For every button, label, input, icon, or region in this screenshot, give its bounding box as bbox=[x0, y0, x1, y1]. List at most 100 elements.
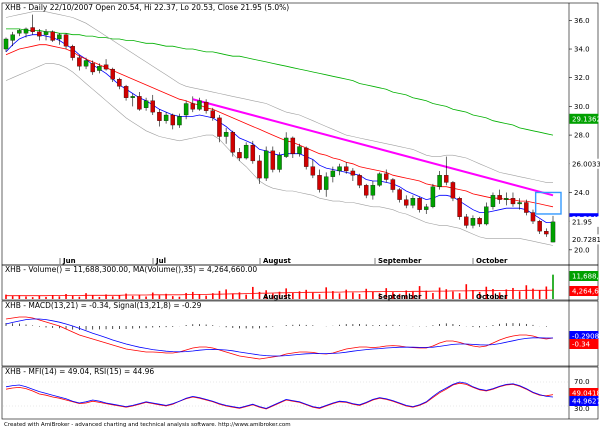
candle-body bbox=[183, 103, 189, 116]
candle-body bbox=[544, 231, 549, 235]
footer-credit: Created with AmiBroker - advanced charti… bbox=[4, 422, 291, 428]
macd-header: XHB - MACD(13,21) = -0.34, Signal(13,21,… bbox=[5, 301, 202, 310]
volume-bar bbox=[545, 286, 548, 299]
volume-bar bbox=[191, 291, 194, 299]
candle-body bbox=[217, 117, 222, 137]
candle-body bbox=[524, 202, 529, 213]
volume-bar bbox=[312, 292, 314, 299]
volume-bar bbox=[65, 294, 67, 299]
volume-bar bbox=[91, 295, 94, 299]
volume-bar bbox=[305, 289, 307, 299]
price-badge-text: 20.7281 bbox=[572, 236, 600, 244]
volume-bar bbox=[58, 296, 61, 299]
candle-body bbox=[384, 173, 389, 180]
candle-body bbox=[57, 34, 62, 40]
volume-bar bbox=[472, 290, 474, 299]
rsi-badge-bg bbox=[569, 396, 599, 406]
volume-panel-frame bbox=[1, 264, 599, 301]
volume-bar bbox=[505, 289, 508, 299]
volume-bar bbox=[98, 296, 101, 299]
volume-bar bbox=[11, 296, 14, 299]
rsi-badge-text: 44.9627 bbox=[572, 398, 600, 406]
price-header: XHB - Daily 22/10/2007 Open 20.54, Hi 22… bbox=[5, 3, 289, 12]
candle-body bbox=[424, 206, 429, 210]
price-y-tick-label: 24.0 bbox=[574, 189, 590, 197]
rsi-line bbox=[5, 381, 554, 409]
volume-header: XHB - Volume() = 11,688,300.00, MA(Volum… bbox=[5, 265, 257, 274]
candle-body bbox=[430, 186, 436, 207]
volume-bar bbox=[498, 292, 501, 299]
volume-bar bbox=[465, 284, 468, 299]
volume-bar bbox=[485, 286, 488, 299]
candle-body bbox=[337, 166, 342, 172]
volume-bar bbox=[198, 294, 201, 299]
candle-body bbox=[157, 111, 162, 121]
volume-bar bbox=[238, 292, 241, 299]
volume-bar bbox=[398, 293, 401, 299]
volume-bar bbox=[25, 296, 27, 299]
candle-body bbox=[377, 173, 382, 186]
volume-bar bbox=[385, 288, 388, 299]
candle-body bbox=[450, 182, 456, 199]
volume-bar bbox=[378, 293, 381, 299]
osc-tick-70: 70.0 bbox=[574, 378, 590, 386]
mfi-rsi-header: XHB - MFI(14) = 49.04, RSI(15) = 44.96 bbox=[5, 367, 154, 376]
candle-body bbox=[444, 175, 449, 183]
volume-bar bbox=[51, 295, 54, 299]
candle-body bbox=[30, 27, 35, 32]
macd-badge-text: -0.34 bbox=[572, 341, 591, 349]
candle-body bbox=[3, 38, 9, 50]
volume-badge-text: 11,688,30 bbox=[572, 273, 600, 281]
volume-bar bbox=[412, 291, 414, 299]
value-badges: 29.136226.003322.204121.9520.728111,688,… bbox=[569, 113, 600, 406]
candle-body bbox=[357, 175, 362, 186]
candle-body bbox=[143, 100, 149, 108]
volume-bar bbox=[78, 296, 81, 299]
candle-body bbox=[457, 198, 462, 217]
candle-body bbox=[330, 170, 336, 177]
volume-bar bbox=[392, 292, 394, 299]
volume-bar bbox=[118, 295, 121, 299]
price-badge-bg bbox=[569, 216, 599, 227]
vol-x-tick-august: August bbox=[263, 293, 292, 301]
volume-bar bbox=[171, 296, 174, 299]
volume-bar bbox=[265, 290, 267, 299]
volume-bar bbox=[105, 294, 107, 299]
candle-body bbox=[490, 195, 496, 207]
candle-body bbox=[437, 175, 442, 187]
candle-body bbox=[117, 78, 122, 87]
candle-body bbox=[404, 199, 409, 206]
volume-bar bbox=[478, 291, 481, 299]
candle-body bbox=[230, 132, 236, 153]
candle-body bbox=[17, 30, 22, 34]
candle-body bbox=[397, 189, 402, 200]
volume-bar bbox=[165, 293, 167, 299]
x-tick-october: October bbox=[476, 257, 508, 265]
volume-bar bbox=[552, 274, 554, 299]
candle-body bbox=[303, 147, 309, 167]
volume-bar bbox=[425, 290, 428, 299]
volume-bar bbox=[372, 291, 374, 299]
macd-badge-bg bbox=[569, 339, 599, 349]
candle-body bbox=[470, 218, 476, 226]
volume-bar bbox=[292, 292, 294, 299]
candle-body bbox=[50, 31, 55, 41]
candle-body bbox=[497, 195, 502, 200]
x-tick-september: September bbox=[378, 257, 422, 265]
volume-ma-line bbox=[6, 289, 554, 297]
candle-body bbox=[223, 132, 229, 137]
candle-body bbox=[190, 103, 195, 110]
mfi-rsi-marks bbox=[3, 381, 568, 410]
candle-body bbox=[504, 198, 509, 200]
volume-bar bbox=[45, 296, 47, 299]
volume-bar bbox=[258, 291, 261, 299]
price-line-band-upper bbox=[5, 11, 553, 183]
macd-marks bbox=[5, 316, 554, 360]
magenta-trendline bbox=[192, 98, 554, 197]
candle-body bbox=[177, 116, 182, 126]
volume-bar bbox=[131, 295, 134, 299]
price-y-tick-label: 36.0 bbox=[574, 17, 590, 25]
candle-body bbox=[364, 185, 369, 196]
volume-bar bbox=[518, 291, 521, 299]
